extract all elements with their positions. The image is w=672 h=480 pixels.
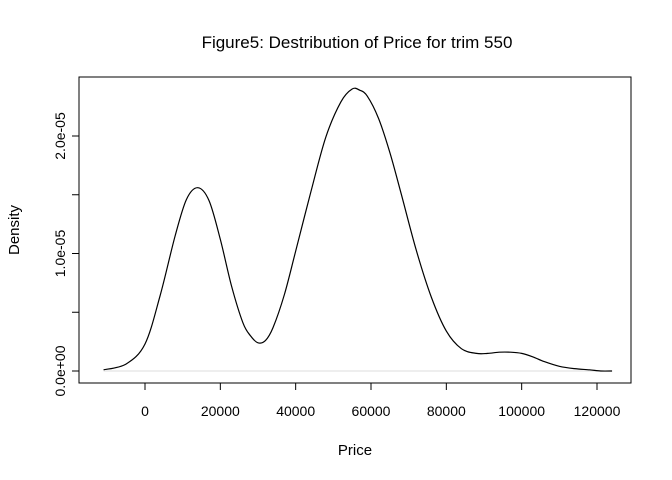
x-axis: 0 20000 40000 60000 80000 100000 120000 bbox=[141, 382, 621, 419]
x-tick-label: 20000 bbox=[201, 403, 240, 419]
chart-title: Figure5: Destribution of Price for trim … bbox=[202, 33, 513, 52]
y-tick-label: 0.0e+00 bbox=[52, 345, 68, 396]
density-line bbox=[103, 87, 613, 372]
x-tick-label: 40000 bbox=[276, 403, 315, 419]
x-tick-label: 60000 bbox=[352, 403, 391, 419]
density-line-layer bbox=[103, 87, 613, 372]
y-tick-label: 2.0e-05 bbox=[52, 112, 68, 160]
y-axis-label: Density bbox=[6, 204, 23, 255]
x-tick-label: 0 bbox=[141, 403, 149, 419]
y-axis: 0.0e+00 1.0e-05 2.0e-05 bbox=[52, 112, 80, 397]
x-tick-label: 120000 bbox=[574, 403, 621, 419]
y-tick-label: 1.0e-05 bbox=[52, 230, 68, 278]
x-tick-label: 100000 bbox=[498, 403, 545, 419]
x-tick-label: 80000 bbox=[427, 403, 466, 419]
x-axis-label: Price bbox=[338, 442, 372, 459]
plot-frame bbox=[78, 76, 632, 384]
